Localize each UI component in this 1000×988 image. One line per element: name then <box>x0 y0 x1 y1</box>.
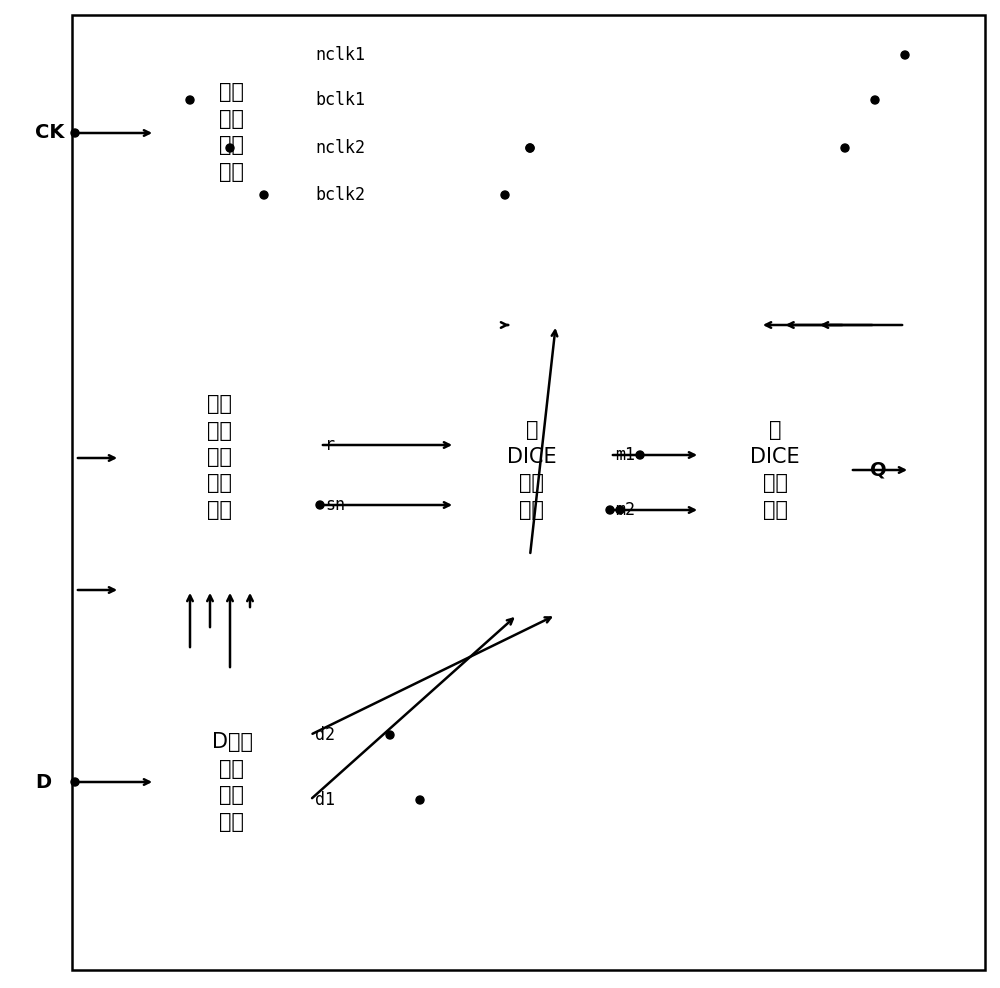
Text: m1: m1 <box>615 446 635 464</box>
Circle shape <box>316 501 324 509</box>
Text: CK: CK <box>35 124 64 142</box>
Text: 主
DICE
锁存
电路: 主 DICE 锁存 电路 <box>507 421 557 520</box>
Text: D输入
反相
器链
电路: D输入 反相 器链 电路 <box>212 732 252 832</box>
Circle shape <box>386 731 394 739</box>
Circle shape <box>526 144 534 152</box>
Circle shape <box>526 144 534 152</box>
Text: bclk1: bclk1 <box>315 91 365 109</box>
Text: r: r <box>325 436 335 454</box>
Text: 时钟
反相
器链
电路: 时钟 反相 器链 电路 <box>220 82 244 182</box>
Circle shape <box>501 191 509 199</box>
Circle shape <box>71 129 79 137</box>
Circle shape <box>226 144 234 152</box>
Bar <box>155 690 310 875</box>
Circle shape <box>260 191 268 199</box>
Circle shape <box>416 796 424 804</box>
Bar <box>455 325 610 615</box>
Text: D: D <box>35 773 51 791</box>
Text: 从
DICE
锁存
电路: 从 DICE 锁存 电路 <box>750 421 800 520</box>
Bar <box>120 325 320 590</box>
Circle shape <box>636 451 644 459</box>
Text: d2: d2 <box>315 726 335 744</box>
Bar <box>155 30 310 235</box>
Circle shape <box>606 506 614 514</box>
Text: nclk1: nclk1 <box>315 46 365 64</box>
Text: nclk2: nclk2 <box>315 139 365 157</box>
Circle shape <box>901 51 909 59</box>
Text: m2: m2 <box>615 501 635 519</box>
Text: Q: Q <box>870 460 887 479</box>
Text: sn: sn <box>325 496 345 514</box>
Text: d1: d1 <box>315 791 335 809</box>
Text: 置位
复位
信号
产生
电路: 置位 复位 信号 产生 电路 <box>208 394 232 520</box>
Bar <box>700 325 850 615</box>
Circle shape <box>841 144 849 152</box>
Text: bclk2: bclk2 <box>315 186 365 204</box>
Circle shape <box>616 506 624 514</box>
Circle shape <box>71 778 79 786</box>
Circle shape <box>186 96 194 104</box>
Circle shape <box>871 96 879 104</box>
